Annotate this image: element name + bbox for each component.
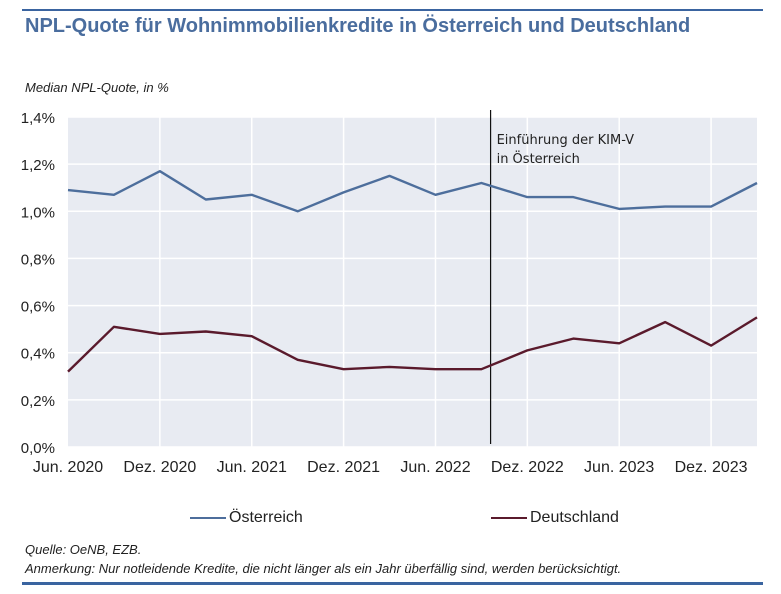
x-tick-label: Dez. 2023 — [675, 459, 748, 476]
plot-area — [68, 117, 757, 447]
source-note: Quelle: OeNB, EZB. — [25, 542, 142, 557]
legend-line-deutschland — [491, 517, 527, 519]
x-tick-label: Jun. 2023 — [584, 459, 654, 476]
chart-title: NPL-Quote für Wohnimmobilienkredite in Ö… — [25, 15, 691, 37]
x-tick-label: Jun. 2021 — [217, 459, 287, 476]
y-tick-label: 0,8% — [21, 251, 55, 268]
series-line-oesterreich — [67, 169, 758, 213]
chart-subtitle: Median NPL-Quote, in % — [25, 80, 169, 95]
legend-label-oesterreich: Österreich — [229, 509, 303, 526]
top-rule — [22, 9, 763, 11]
legend-label-deutschland: Deutschland — [530, 509, 619, 526]
legend-item-deutschland: Deutschland — [491, 509, 619, 527]
y-tick-label: 1,4% — [21, 110, 55, 127]
legend: Österreich Deutschland — [0, 509, 781, 531]
y-tick-label: 0,6% — [21, 299, 55, 316]
x-tick-label: Dez. 2020 — [123, 459, 196, 476]
x-tick-label: Dez. 2021 — [307, 459, 380, 476]
y-tick-label: 0,0% — [21, 440, 55, 457]
x-tick-label: Jun. 2022 — [400, 459, 470, 476]
bottom-rule — [22, 582, 763, 585]
x-tick-label: Dez. 2022 — [491, 459, 564, 476]
annotation-text: in Österreich — [497, 150, 580, 167]
x-tick-label: Jun. 2020 — [33, 459, 103, 476]
y-tick-label: 0,2% — [21, 393, 55, 410]
footnote: Anmerkung: Nur notleidende Kredite, die … — [25, 561, 622, 576]
legend-line-oesterreich — [190, 517, 226, 519]
line-chart: 0,0% 0,2% 0,4% 0,6% 0,8% 1,0% 1,2% 1,4% Jun. 202… — [21, 110, 758, 476]
annotation-text: Einführung der KIM-V — [497, 133, 635, 148]
legend-item-oesterreich: Österreich — [190, 509, 303, 527]
y-tick-label: 0,4% — [21, 346, 55, 363]
y-tick-label: 1,0% — [21, 204, 55, 221]
y-tick-label: 1,2% — [21, 157, 55, 174]
series-line-deutschland — [67, 316, 758, 373]
